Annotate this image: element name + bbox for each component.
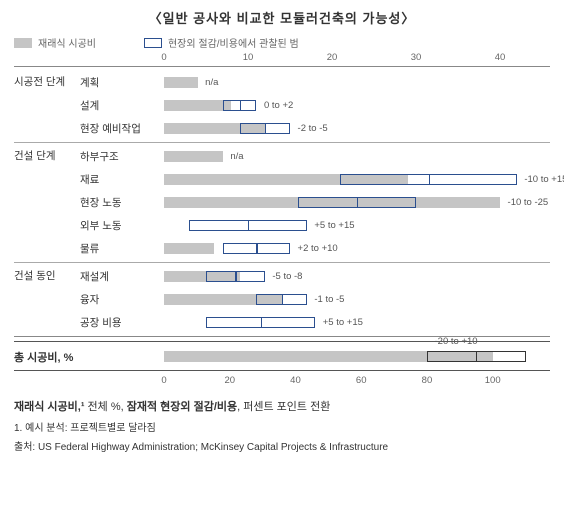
item-label: 현장 노동	[80, 195, 160, 210]
axis-tick: 80	[422, 375, 433, 386]
caption: 재래식 시공비,¹ 전체 %, 잠재적 현장외 절감/비용, 퍼센트 포인트 전…	[14, 399, 550, 417]
range-bar	[340, 174, 516, 185]
range-bar	[298, 197, 416, 208]
footnote-1: 1. 예시 분석: 프로젝트별로 달라짐	[14, 421, 550, 436]
range-label: n/a	[230, 151, 243, 162]
axis-tick: 20	[327, 52, 338, 63]
item-label: 계획	[80, 75, 160, 90]
axis-tick: 100	[485, 375, 501, 386]
chart-row: 설계 0 to +2	[14, 94, 550, 117]
lower-axis: 0 20 40 60 80 100	[164, 375, 542, 389]
axis-tick: 20	[224, 375, 235, 386]
chart-title: 〈일반 공사와 비교한 모듈러건축의 가능성〉	[14, 8, 550, 27]
range-label: -1 to -5	[314, 294, 344, 305]
group-label: 건설 동인	[14, 270, 76, 283]
item-label: 하부구조	[80, 149, 160, 164]
legend-swatch-fill	[14, 38, 32, 48]
total-label: 총 시공비, %	[14, 349, 73, 365]
item-label: 재설계	[80, 269, 160, 284]
cost-bar	[164, 151, 223, 162]
range-bar	[189, 220, 307, 231]
axis-tick: 40	[495, 52, 506, 63]
cost-bar	[164, 243, 214, 254]
chart-row: 현장 예비작업 -2 to -5	[14, 117, 550, 140]
item-label: 재료	[80, 172, 160, 187]
range-label: -2 to -5	[298, 123, 328, 134]
item-label: 공장 비용	[80, 315, 160, 330]
range-bar	[223, 100, 257, 111]
chart-row: 외부 노동 +5 to +15	[14, 214, 550, 237]
footnote-source: 출처: US Federal Highway Administration; M…	[14, 440, 550, 455]
chart-row: 재료-10 to +15	[14, 168, 550, 191]
chart-row: 현장 노동 -10 to -25	[14, 191, 550, 214]
item-label: 물류	[80, 241, 160, 256]
axis-tick: 30	[411, 52, 422, 63]
range-bar	[206, 317, 315, 328]
range-label: -10 to -25	[508, 197, 549, 208]
range-label: -5 to -8	[272, 271, 302, 282]
item-label: 융자	[80, 292, 160, 307]
range-bar	[223, 243, 290, 254]
axis-tick: 60	[356, 375, 367, 386]
legend-fill-label: 재래식 시공비	[38, 35, 96, 50]
range-label: n/a	[205, 77, 218, 88]
chart-row: 융자 -1 to -5	[14, 288, 550, 311]
axis-tick: 0	[161, 375, 166, 386]
upper-axis: 0 10 20 30 40	[164, 52, 542, 66]
axis-tick: 0	[161, 52, 166, 63]
chart-row: 시공전 단계 계획 n/a	[14, 71, 550, 94]
range-bar	[240, 123, 290, 134]
total-row: 총 시공비, % -20 to +10	[14, 341, 550, 371]
total-range-bar	[427, 351, 526, 362]
total-range-label: -20 to +10	[435, 336, 478, 347]
chart-row: 건설 단계 하부구조 n/a	[14, 145, 550, 168]
chart-row: 물류 +2 to +10	[14, 237, 550, 260]
group-label: 건설 단계	[14, 150, 76, 163]
range-label: +5 to +15	[314, 220, 354, 231]
range-bar	[206, 271, 265, 282]
cost-bar	[164, 100, 231, 111]
chart-row: 공장 비용 +5 to +15	[14, 311, 550, 334]
range-bar	[256, 294, 306, 305]
cost-bar	[164, 77, 198, 88]
item-label: 외부 노동	[80, 218, 160, 233]
chart-body: 시공전 단계 계획 n/a 설계 0 to +2 현장 예비작업 -2 to -5 건설 단계…	[14, 66, 550, 337]
range-label: 0 to +2	[264, 100, 293, 111]
chart-row: 건설 동인 재설계 -5 to -8	[14, 265, 550, 288]
axis-tick: 40	[290, 375, 301, 386]
legend-box-label: 현장외 절감/비용에서 관찰된 범	[168, 35, 299, 50]
range-label: +2 to +10	[298, 243, 338, 254]
range-label: -10 to +15	[524, 174, 564, 185]
item-label: 현장 예비작업	[80, 121, 160, 136]
item-label: 설계	[80, 98, 160, 113]
range-label: +5 to +15	[323, 317, 363, 328]
axis-tick: 10	[243, 52, 254, 63]
group-label: 시공전 단계	[14, 76, 76, 89]
legend: 재래식 시공비 현장외 절감/비용에서 관찰된 범	[14, 35, 550, 50]
legend-swatch-box	[144, 38, 162, 48]
